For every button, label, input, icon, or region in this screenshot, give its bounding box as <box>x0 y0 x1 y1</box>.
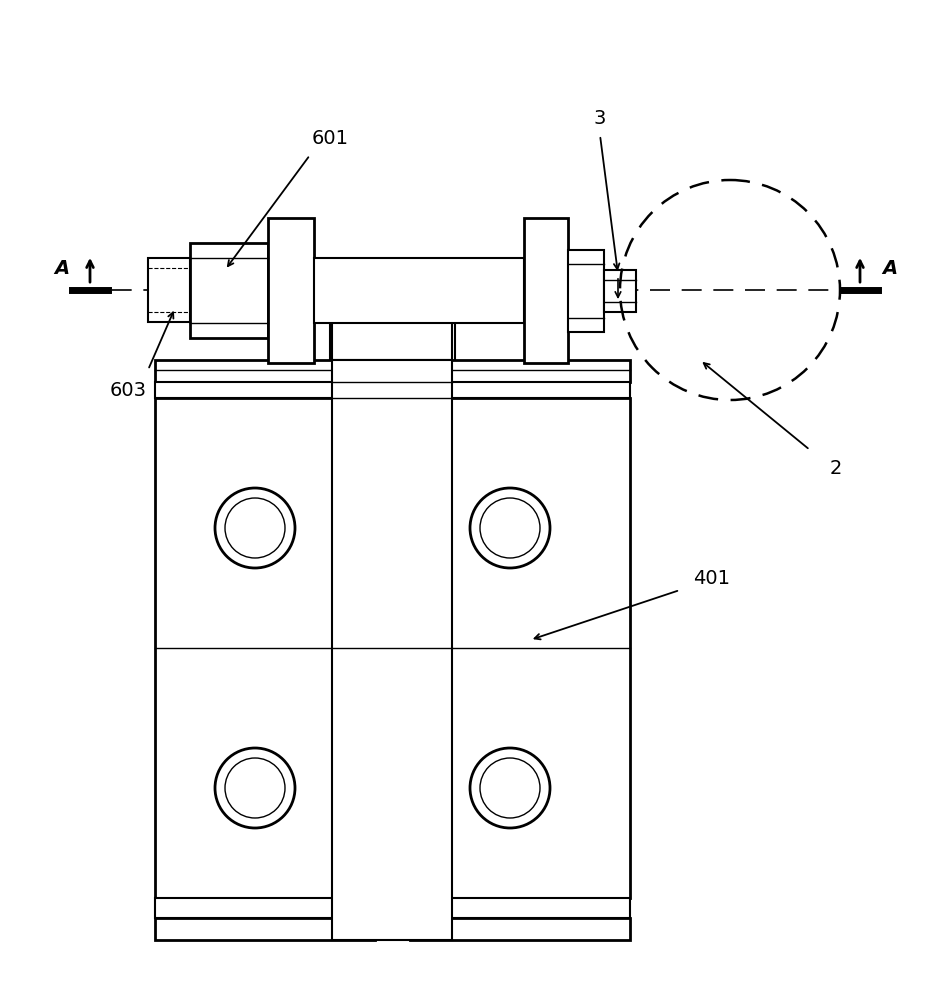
Bar <box>410 898 630 918</box>
Bar <box>155 918 375 940</box>
Text: 603: 603 <box>109 380 147 399</box>
Text: 2: 2 <box>830 458 843 478</box>
Bar <box>568 250 604 332</box>
Bar <box>330 280 455 898</box>
Circle shape <box>215 488 295 568</box>
Bar <box>314 258 524 323</box>
Bar <box>155 398 375 898</box>
Bar <box>410 398 630 898</box>
Bar <box>410 360 630 382</box>
Text: 401: 401 <box>693 568 730 587</box>
Bar <box>332 360 452 940</box>
Bar <box>155 360 375 382</box>
Text: A: A <box>54 258 69 277</box>
Bar <box>155 382 375 398</box>
Bar <box>268 218 314 363</box>
Bar <box>524 218 568 363</box>
Bar <box>604 270 636 312</box>
Circle shape <box>470 748 550 828</box>
Text: 601: 601 <box>311 128 348 147</box>
Bar <box>190 243 268 338</box>
Bar <box>332 278 452 360</box>
Bar <box>410 918 630 940</box>
Bar <box>155 898 375 918</box>
Bar <box>410 382 630 398</box>
Text: 3: 3 <box>594 108 606 127</box>
Text: A: A <box>883 258 898 277</box>
Bar <box>148 258 190 322</box>
Circle shape <box>470 488 550 568</box>
Circle shape <box>215 748 295 828</box>
